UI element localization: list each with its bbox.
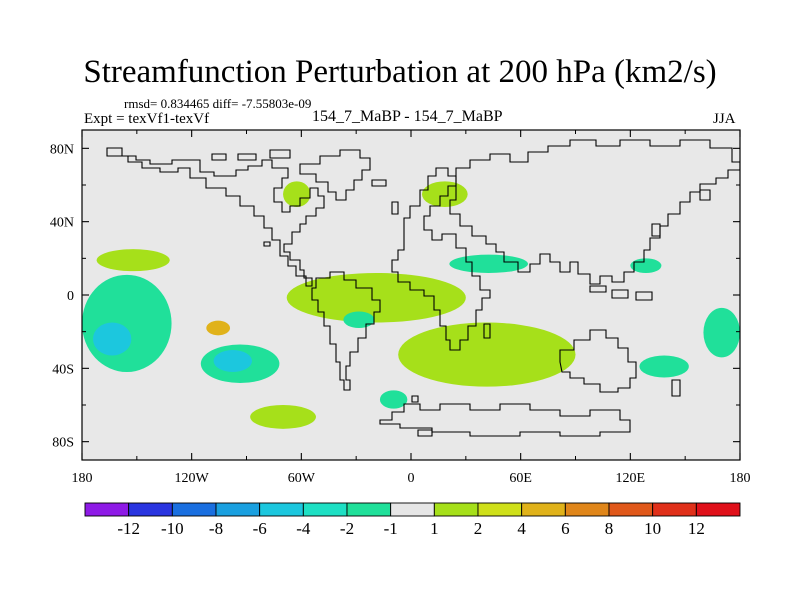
coastline-asia <box>449 139 740 285</box>
colorbar-label: 2 <box>474 519 483 538</box>
coastline-south-america <box>311 271 381 391</box>
colorbar-box <box>477 502 523 517</box>
stats-text: rmsd= 0.834465 diff= -7.55803e-09 <box>124 96 312 111</box>
colorbar-box <box>521 502 566 517</box>
colorbar-box <box>433 502 479 517</box>
anomaly-region <box>96 249 170 272</box>
x-tick-label: 60E <box>509 471 532 486</box>
coastline-new-zealand <box>671 379 681 397</box>
coastline-small-islands <box>263 241 433 437</box>
center-string: 154_7_MaBP - 154_7_MaBP <box>312 108 503 125</box>
coastline-north-america <box>106 147 325 287</box>
coastline-europe-africa <box>391 167 491 351</box>
coastline-australia <box>559 329 637 393</box>
colorbar-box <box>346 502 392 517</box>
coastline-iceland <box>371 179 387 187</box>
left-string: Expt = texVf1-texVf <box>84 111 210 127</box>
colorbar-box <box>695 502 741 517</box>
y-tick-label: 0 <box>67 289 74 304</box>
coastline-britain <box>391 201 399 215</box>
coastline-arctic-islands <box>211 149 291 161</box>
anomaly-region <box>283 181 311 208</box>
colorbar-box <box>215 502 261 517</box>
y-tick-label: 80N <box>50 142 74 157</box>
anomaly-region <box>343 311 375 328</box>
colorbar-label: 12 <box>688 519 705 538</box>
colorbar-box <box>171 502 217 517</box>
anomaly-region <box>250 405 316 429</box>
anomaly-region <box>398 322 576 387</box>
anomaly-region <box>286 273 466 323</box>
colorbar-label: 10 <box>644 519 661 538</box>
anomaly-region <box>206 320 231 336</box>
colorbar-label: 6 <box>561 519 570 538</box>
x-tick-label: 180 <box>72 471 93 486</box>
anomaly-region <box>639 355 689 378</box>
x-tick-label: 120E <box>616 471 646 486</box>
anomaly-region <box>703 307 740 358</box>
anomaly-region <box>421 181 468 208</box>
coastline-indonesia <box>589 285 653 301</box>
anomaly-region <box>630 258 662 273</box>
chart-title: Streamfunction Perturbation at 200 hPa (… <box>83 54 717 90</box>
colorbar-label: -2 <box>340 519 354 538</box>
colorbar-label: -10 <box>161 519 184 538</box>
colorbar-label: 1 <box>430 519 439 538</box>
colorbar-box <box>259 502 304 517</box>
y-tick-label: 40N <box>50 216 74 231</box>
colorbar-label: 8 <box>605 519 614 538</box>
x-tick-label: 120W <box>175 471 210 486</box>
x-tick-label: 60W <box>288 471 316 486</box>
colorbar-box <box>652 502 697 517</box>
colorbar-box <box>564 502 610 517</box>
x-tick-label: 180 <box>730 471 751 486</box>
colorbar-box <box>390 502 435 517</box>
anomaly-region <box>449 254 528 273</box>
x-tick-label: 0 <box>408 471 415 486</box>
coastline-antarctica <box>379 403 631 437</box>
anomaly-region <box>92 322 132 356</box>
anomaly-region <box>82 274 172 372</box>
anomaly-region <box>213 350 252 372</box>
y-tick-label: 40S <box>52 362 74 377</box>
colorbar-label: -4 <box>296 519 311 538</box>
y-tick-label: 80S <box>52 436 74 451</box>
anomaly-region <box>379 390 408 409</box>
colorbar-box <box>128 502 173 517</box>
colorbar-label: -6 <box>253 519 267 538</box>
coastline-japan-kamchatka <box>651 189 711 237</box>
coastline-greenland <box>299 149 371 201</box>
colorbar-box <box>302 502 348 517</box>
colorbar-label: 4 <box>517 519 526 538</box>
season-label: JJA <box>713 111 736 127</box>
colorbar-box <box>608 502 654 517</box>
colorbar-label: -12 <box>117 519 140 538</box>
coastline-madagascar <box>483 323 491 339</box>
colorbar-label: -1 <box>384 519 398 538</box>
colorbar-box <box>84 502 130 517</box>
colorbar-label: -8 <box>209 519 223 538</box>
